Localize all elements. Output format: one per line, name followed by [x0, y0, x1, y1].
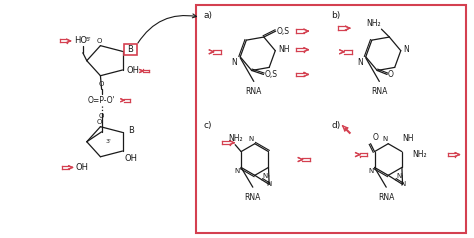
Text: c): c) [203, 121, 212, 130]
Text: O: O [99, 81, 104, 87]
Text: O=P-O': O=P-O' [88, 96, 116, 105]
Text: N: N [231, 58, 237, 67]
Text: N: N [368, 169, 374, 174]
Text: NH₂: NH₂ [366, 19, 381, 28]
Text: N: N [235, 169, 240, 174]
Text: B: B [128, 45, 133, 54]
Text: RNA: RNA [246, 87, 262, 96]
Text: OH: OH [125, 154, 137, 164]
FancyArrowPatch shape [138, 14, 196, 43]
Text: N: N [248, 136, 254, 142]
Text: b): b) [331, 11, 340, 20]
Text: N: N [382, 136, 387, 142]
Text: NH: NH [402, 134, 413, 143]
Text: 3': 3' [106, 139, 111, 144]
Text: O: O [388, 70, 394, 79]
Text: O: O [373, 133, 378, 142]
Text: NH: NH [278, 45, 290, 54]
Text: N: N [263, 173, 268, 179]
Text: OH: OH [127, 66, 139, 75]
Text: d): d) [332, 121, 341, 130]
Text: RNA: RNA [371, 87, 388, 96]
Text: HO: HO [74, 36, 87, 45]
Text: N: N [357, 58, 363, 67]
FancyBboxPatch shape [124, 44, 137, 55]
Text: O,S: O,S [277, 27, 290, 36]
Text: B: B [128, 126, 134, 135]
Text: NH₂: NH₂ [412, 150, 427, 159]
Text: a): a) [203, 11, 212, 20]
Text: RNA: RNA [378, 193, 394, 202]
Text: N: N [266, 181, 272, 187]
Text: OH: OH [76, 163, 89, 172]
Text: NH₂: NH₂ [228, 134, 243, 143]
Text: O: O [99, 113, 104, 119]
FancyBboxPatch shape [197, 5, 466, 233]
Text: N: N [400, 181, 405, 187]
Text: O: O [97, 119, 102, 125]
Text: 5': 5' [86, 37, 91, 42]
Text: O: O [97, 38, 102, 44]
Text: N: N [403, 45, 409, 54]
Text: RNA: RNA [245, 193, 261, 202]
Text: N: N [396, 173, 401, 179]
Text: O,S: O,S [264, 70, 277, 79]
